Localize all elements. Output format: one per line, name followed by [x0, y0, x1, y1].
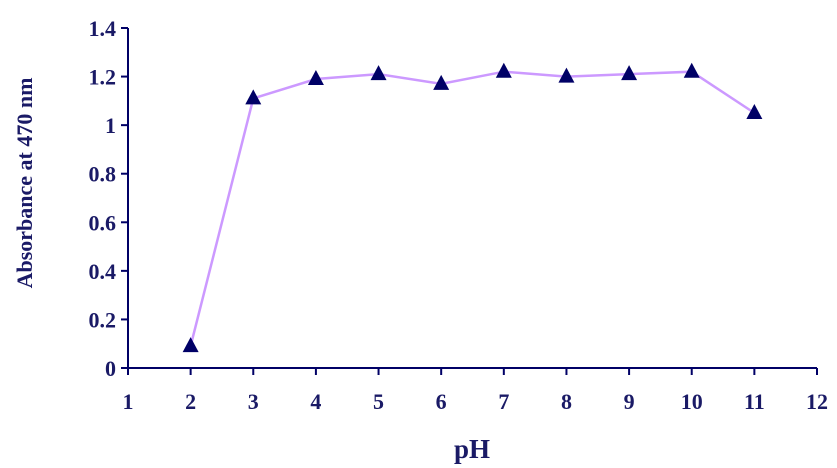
data-point-marker [495, 62, 512, 78]
x-tick-label: 11 [744, 389, 765, 414]
x-tick-label: 6 [436, 389, 447, 414]
y-tick-label: 0.6 [89, 210, 117, 235]
y-tick-label: 1 [105, 113, 116, 138]
series-line [189, 70, 756, 347]
y-tick-label: 0 [105, 356, 116, 381]
data-point-marker [245, 89, 262, 105]
x-axis-title: pH [454, 434, 490, 464]
x-tick-label: 2 [185, 389, 196, 414]
data-point-marker [182, 337, 199, 353]
x-axis-ticks: 1 2 3 4 5 6 7 8 9 10 11 12 [123, 368, 828, 414]
data-point-marker [621, 65, 638, 81]
data-point-marker [558, 67, 575, 83]
series-group [182, 62, 763, 353]
data-point-marker [370, 65, 387, 81]
x-tick-label: 7 [498, 389, 509, 414]
x-tick-label: 5 [373, 389, 384, 414]
data-point-marker [683, 62, 700, 78]
x-tick-label: 10 [681, 389, 703, 414]
x-tick-label: 9 [624, 389, 635, 414]
y-tick-label: 0.8 [89, 162, 117, 187]
x-tick-label: 8 [561, 389, 572, 414]
x-tick-label: 12 [806, 389, 828, 414]
y-tick-label: 1.2 [89, 65, 117, 90]
data-point-marker [307, 70, 324, 85]
data-point-marker [746, 104, 763, 119]
x-tick-label: 1 [123, 389, 134, 414]
y-axis-ticks: 0 0.2 0.4 0.6 0.8 1 1.2 1.4 [89, 16, 128, 381]
y-tick-label: 0.4 [89, 259, 117, 284]
x-tick-label: 4 [310, 389, 321, 414]
y-tick-label: 0.2 [89, 307, 117, 332]
data-point-marker [433, 74, 450, 90]
x-tick-label: 3 [248, 389, 259, 414]
y-tick-label: 1.4 [89, 16, 117, 41]
y-axis-title: Absorbance at 470 nm [12, 78, 37, 289]
